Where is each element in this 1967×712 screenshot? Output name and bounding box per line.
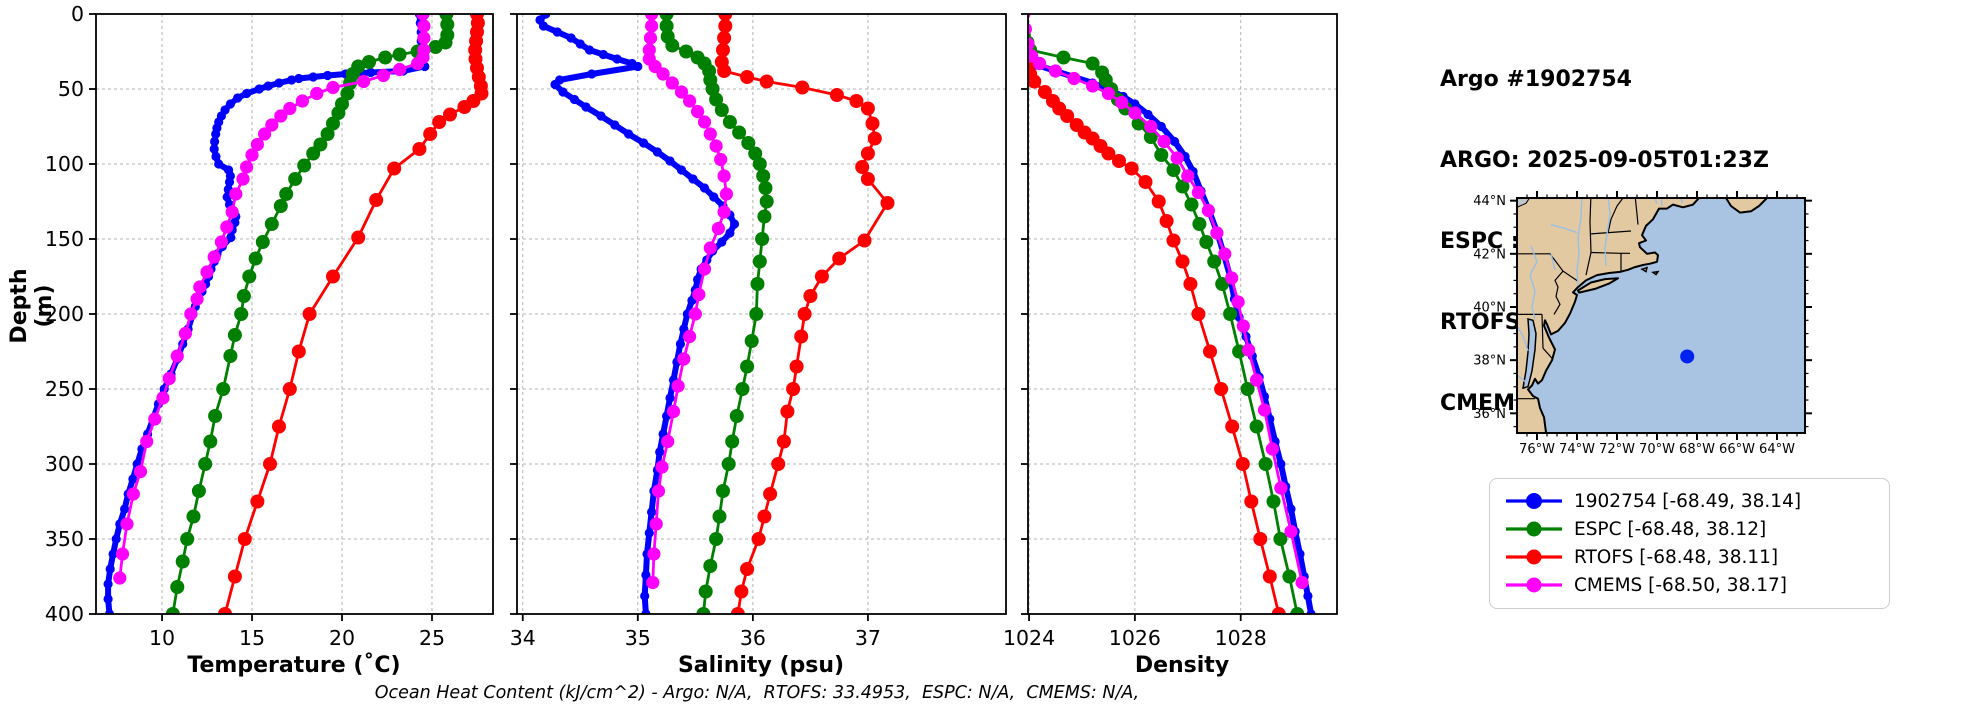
svg-text:1028: 1028 (1215, 626, 1267, 650)
lake (1517, 198, 1531, 208)
nova-scotia (1725, 198, 1768, 214)
map-lon-label: 76°W (1519, 442, 1555, 457)
legend-line-marker-icon (1506, 549, 1562, 565)
map-lon-label: 72°W (1599, 442, 1635, 457)
map-ticks (1510, 191, 1812, 440)
svg-text:250: 250 (45, 377, 84, 401)
depth-axis-label: Depth (m) (7, 268, 57, 344)
svg-text:400: 400 (45, 602, 84, 626)
svg-text:37: 37 (855, 626, 881, 650)
map-lon-label: 70°W (1639, 442, 1675, 457)
map-lat-label: 36°N (1473, 407, 1506, 422)
map-border (1516, 197, 1806, 434)
legend-item-2: RTOFS [-68.48, 38.11] (1490, 543, 1889, 571)
svg-text:10: 10 (149, 626, 175, 650)
river (1660, 198, 1663, 207)
density-panel: 1024 1026 1028 (1003, 13, 1338, 650)
river (1529, 245, 1538, 320)
marthas-vineyard (1640, 266, 1649, 273)
river (1604, 198, 1611, 266)
river (1653, 198, 1658, 204)
legend-label: 1902754 [-68.49, 38.14] (1574, 490, 1802, 512)
float-position-dot (1680, 349, 1695, 364)
svg-text:1024: 1024 (1003, 626, 1055, 650)
svg-text:34: 34 (510, 626, 536, 650)
map-lat-label: 44°N (1473, 194, 1506, 209)
map-lat-label: 38°N (1473, 354, 1506, 369)
series-espc (165, 14, 455, 614)
state-border (1634, 198, 1639, 225)
river (1550, 223, 1578, 234)
legend-line-marker-icon (1506, 577, 1562, 593)
legend-item-0: 1902754 [-68.49, 38.14] (1490, 487, 1889, 515)
salinity-panel: 34 35 36 37 (510, 13, 1007, 650)
axis-ticks: 34 35 36 37 (510, 13, 881, 650)
series-rtofs (1028, 42, 1286, 614)
river (1576, 198, 1583, 286)
state-border (1607, 198, 1624, 234)
map-area (1517, 198, 1805, 433)
legend-item-1: ESPC [-68.48, 38.12] (1490, 515, 1889, 543)
legend-label: ESPC [-68.48, 38.12] (1574, 518, 1767, 540)
density-axis-label: Density (1134, 653, 1230, 678)
legend: 1902754 [-68.49, 38.14] ESPC [-68.48, 38.… (1489, 478, 1890, 609)
svg-text:150: 150 (45, 227, 84, 251)
svg-text:35: 35 (625, 626, 651, 650)
argo-timestamp: ARGO: 2025-09-05T01:23Z (1440, 148, 1769, 173)
long-island (1577, 277, 1619, 294)
state-border (1553, 270, 1564, 315)
svg-text:50: 50 (58, 77, 84, 101)
river (1680, 198, 1683, 204)
series-cmems (113, 14, 431, 585)
svg-text:25: 25 (419, 626, 445, 650)
series-rtofs (218, 14, 489, 614)
ocean-heat-content-text: Ocean Heat Content (kJ/cm^2) - Argo: N/A… (374, 683, 1140, 703)
legend-line-marker-icon (1506, 493, 1562, 509)
chesapeake-bay (1522, 318, 1537, 390)
svg-text:200: 200 (45, 302, 84, 326)
nantucket (1651, 270, 1660, 276)
svg-text:20: 20 (329, 626, 355, 650)
river (1550, 253, 1556, 270)
coastline (1517, 198, 1700, 433)
series-cmems (1028, 14, 1309, 590)
state-border (1590, 230, 1632, 235)
state-border (1542, 347, 1554, 360)
svg-text:15: 15 (239, 626, 265, 650)
salinity-axis-label: Salinity (psu) (677, 653, 845, 678)
svg-text:350: 350 (45, 527, 84, 551)
svg-text:36: 36 (740, 626, 766, 650)
map-lon-label: 74°W (1559, 442, 1595, 457)
river (1517, 374, 1526, 382)
legend-label: CMEMS [-68.50, 38.17] (1574, 574, 1787, 596)
map-lon-label: 66°W (1719, 442, 1755, 457)
map-lon-label: 64°W (1759, 442, 1795, 457)
series-cmems (642, 14, 734, 590)
state-border (1585, 198, 1592, 276)
float-id: Argo #1902754 (1440, 67, 1632, 92)
svg-text:100: 100 (45, 152, 84, 176)
map-lat-label: 42°N (1473, 247, 1506, 262)
legend-item-3: CMEMS [-68.50, 38.17] (1490, 571, 1889, 599)
temperature-axis-label: Temperature (˚C) (187, 653, 401, 678)
legend-label: RTOFS [-68.48, 38.11] (1574, 546, 1779, 568)
legend-line-marker-icon (1506, 521, 1562, 537)
series-rtofs (714, 14, 895, 614)
river (1517, 325, 1529, 352)
axis-ticks: 1024 1026 1028 (1003, 13, 1267, 650)
svg-text:0: 0 (71, 2, 84, 26)
series-espc (659, 14, 774, 614)
state-border (1541, 314, 1544, 349)
map-lon-label: 68°W (1679, 442, 1715, 457)
series-espc (1028, 14, 1305, 614)
svg-text:1026: 1026 (1109, 626, 1161, 650)
location-map: 44°N 42°N 40°N 38°N 36°N 76°W 74°W 72°W 70°W 68°W… (1473, 191, 1812, 457)
map-lat-label: 40°N (1473, 300, 1506, 315)
svg-text:300: 300 (45, 452, 84, 476)
